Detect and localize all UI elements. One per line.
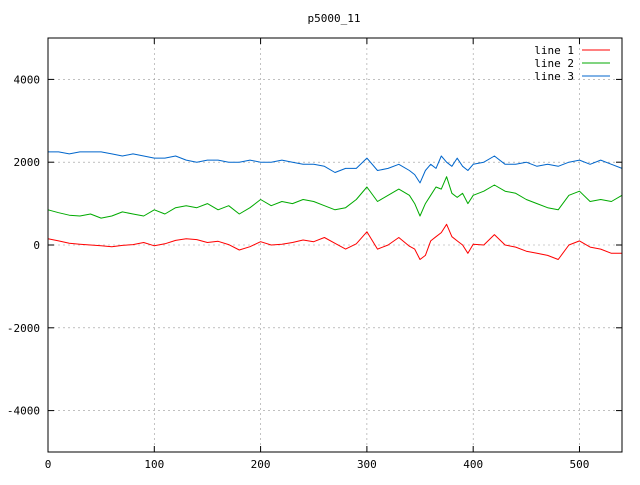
x-tick-label: 100 bbox=[144, 458, 164, 471]
axes: 0 100 200 300 400 500 -4000 -2000 0 2000 4000 bbox=[7, 37, 623, 471]
chart-title: p5000_11 bbox=[308, 12, 361, 25]
x-tick-label: 400 bbox=[463, 458, 483, 471]
series-line-3 bbox=[48, 151, 623, 184]
legend-label-3: line 3 bbox=[534, 70, 574, 83]
x-tick-label: 200 bbox=[251, 458, 271, 471]
series-line-2 bbox=[47, 176, 623, 219]
x-tick-label: 0 bbox=[45, 458, 52, 471]
x-tick-label: 500 bbox=[570, 458, 590, 471]
legend-label-1: line 1 bbox=[534, 44, 574, 57]
y-tick-label: 0 bbox=[33, 239, 40, 252]
y-tick-label: -4000 bbox=[7, 405, 40, 418]
legend-label-2: line 2 bbox=[534, 57, 574, 70]
y-tick-label: 2000 bbox=[14, 156, 41, 169]
y-tick-label: -2000 bbox=[7, 322, 40, 335]
series-line-1 bbox=[47, 223, 622, 260]
series-layer bbox=[47, 151, 623, 260]
grid-lines bbox=[48, 38, 622, 452]
y-tick-label: 4000 bbox=[14, 73, 41, 86]
x-tick-label: 300 bbox=[357, 458, 377, 471]
